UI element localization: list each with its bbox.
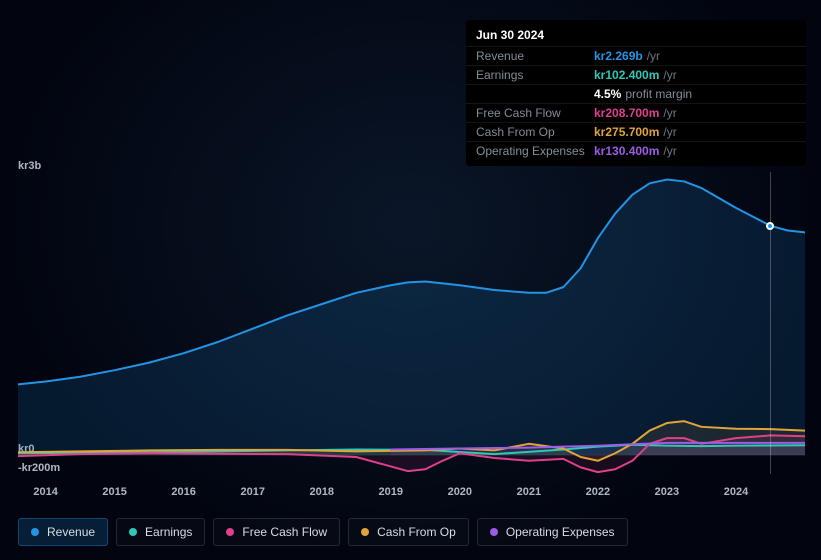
tooltip-value: kr208.700m: [594, 106, 659, 120]
x-tick-label: 2020: [448, 486, 472, 498]
tooltip-sub-strong: 4.5%: [594, 87, 621, 101]
legend-label: Revenue: [47, 525, 95, 539]
legend-item-opex[interactable]: Operating Expenses: [477, 518, 628, 546]
tooltip-unit: /yr: [663, 125, 676, 139]
tooltip-row-revenue: Revenuekr2.269b/yr: [466, 46, 806, 65]
hover-guideline: [770, 172, 771, 474]
legend-swatch: [129, 528, 137, 536]
tooltip-label: Cash From Op: [476, 125, 594, 139]
tooltip-label: Earnings: [476, 68, 594, 82]
chart-tooltip: Jun 30 2024 Revenuekr2.269b/yrEarningskr…: [466, 20, 806, 166]
tooltip-row-cfo: Cash From Opkr275.700m/yr: [466, 122, 806, 141]
legend: Revenue Earnings Free Cash Flow Cash From O…: [18, 518, 628, 546]
x-tick-label: 2015: [102, 486, 126, 498]
tooltip-unit: /yr: [663, 106, 676, 120]
tooltip-value: kr275.700m: [594, 125, 659, 139]
x-tick-label: 2019: [379, 486, 403, 498]
legend-label: Cash From Op: [377, 525, 456, 539]
legend-label: Free Cash Flow: [242, 525, 327, 539]
legend-swatch: [490, 528, 498, 536]
x-tick-label: 2018: [310, 486, 334, 498]
tooltip-sub-text: profit margin: [625, 87, 692, 101]
tooltip-date: Jun 30 2024: [466, 26, 806, 46]
tooltip-unit: /yr: [663, 68, 676, 82]
x-tick-label: 2024: [724, 486, 748, 498]
legend-item-revenue[interactable]: Revenue: [18, 518, 108, 546]
x-tick-label: 2022: [586, 486, 610, 498]
tooltip-unit: /yr: [647, 49, 660, 63]
tooltip-row-earnings: Earningskr102.400m/yr: [466, 65, 806, 84]
tooltip-row-opex: Operating Expenseskr130.400m/yr: [466, 141, 806, 160]
legend-item-fcf[interactable]: Free Cash Flow: [213, 518, 340, 546]
chart-container: Jun 30 2024 Revenuekr2.269b/yrEarningskr…: [0, 0, 821, 560]
x-tick-label: 2017: [240, 486, 264, 498]
x-tick-label: 2014: [33, 486, 57, 498]
x-tick-label: 2016: [171, 486, 195, 498]
legend-label: Operating Expenses: [506, 525, 615, 539]
legend-swatch: [31, 528, 39, 536]
legend-label: Earnings: [145, 525, 192, 539]
tooltip-value: kr130.400m: [594, 144, 659, 158]
tooltip-unit: /yr: [663, 144, 676, 158]
tooltip-value: kr102.400m: [594, 68, 659, 82]
tooltip-subrow-earnings: 4.5% profit margin: [466, 84, 806, 103]
tooltip-value: kr2.269b: [594, 49, 643, 63]
tooltip-label: Revenue: [476, 49, 594, 63]
plot-area[interactable]: [18, 172, 805, 474]
y-tick-label: kr3b: [18, 160, 41, 172]
x-tick-label: 2023: [655, 486, 679, 498]
legend-item-earnings[interactable]: Earnings: [116, 518, 205, 546]
series-area-revenue: [18, 180, 805, 456]
tooltip-label: Operating Expenses: [476, 144, 594, 158]
legend-swatch: [361, 528, 369, 536]
tooltip-row-fcf: Free Cash Flowkr208.700m/yr: [466, 103, 806, 122]
legend-swatch: [226, 528, 234, 536]
tooltip-label: Free Cash Flow: [476, 106, 594, 120]
hover-dot-revenue: [766, 222, 774, 230]
x-tick-label: 2021: [517, 486, 541, 498]
legend-item-cfo[interactable]: Cash From Op: [348, 518, 469, 546]
